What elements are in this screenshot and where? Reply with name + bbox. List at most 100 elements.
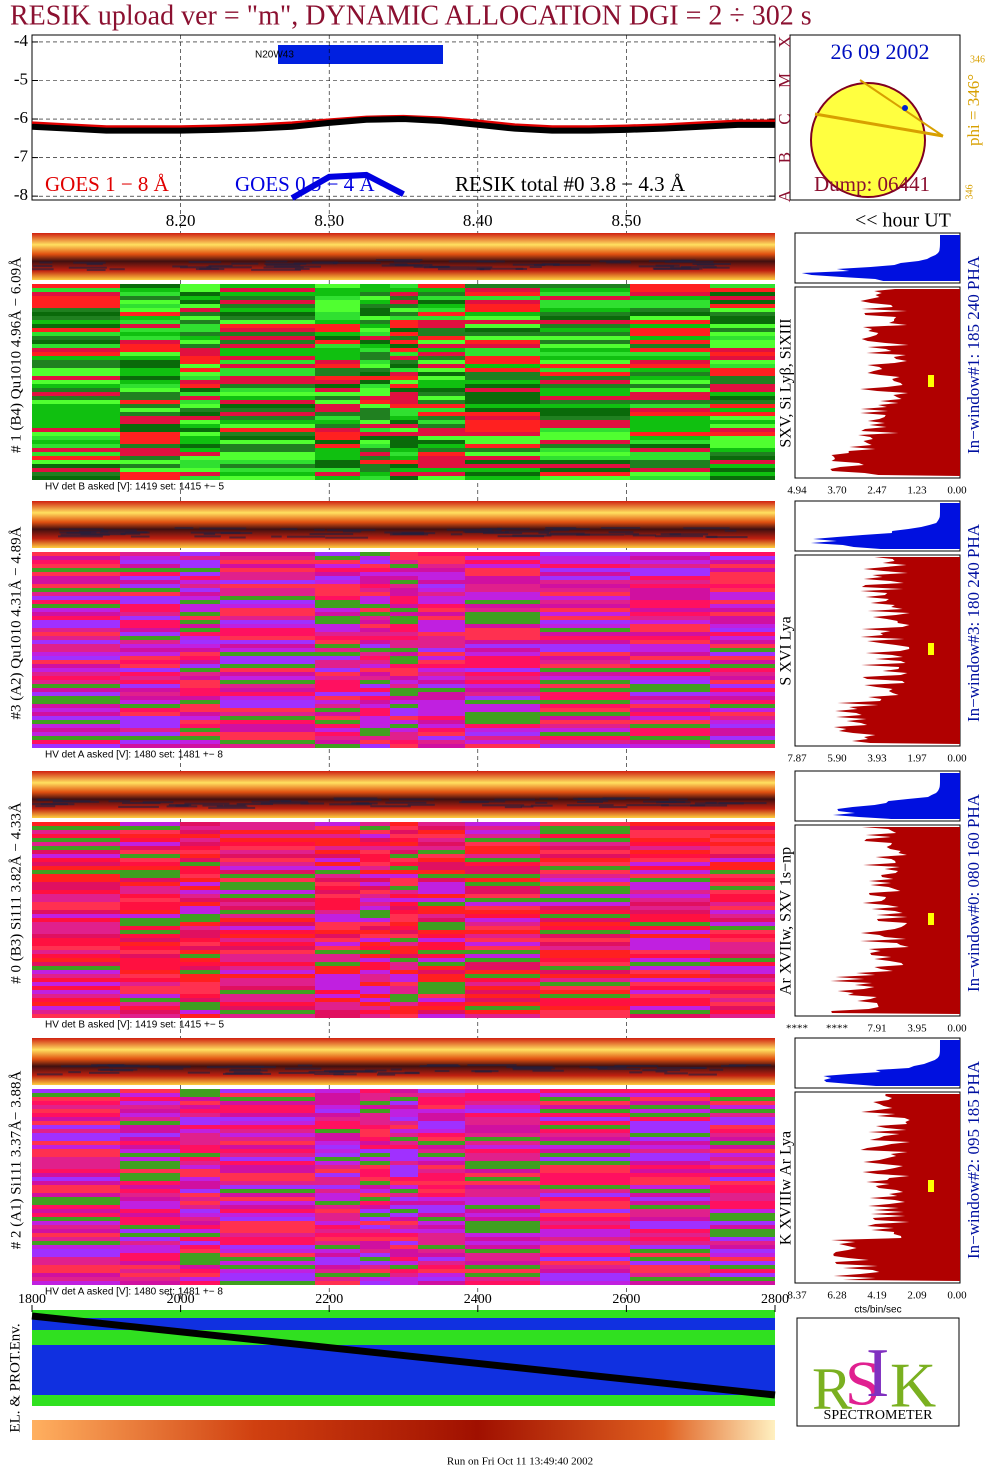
spectrogram-cell (390, 444, 418, 448)
spectrogram-cell (630, 1014, 710, 1018)
spectrogram-cell (710, 316, 775, 320)
spectrogram-cell (220, 1161, 315, 1165)
spectrogram-cell (540, 304, 630, 308)
spectrogram-cell (630, 898, 710, 902)
footer: Run on Fri Oct 11 13:49:40 2002 (447, 1456, 593, 1468)
spectrogram-cell (120, 1105, 180, 1109)
spectrogram-cell (418, 556, 465, 560)
spectrogram-cell (180, 1245, 220, 1249)
spectrogram-cell (390, 838, 418, 842)
spectrogram-cell (120, 1241, 180, 1245)
spectrogram-cell (120, 616, 180, 620)
spectrogram-cell (540, 1101, 630, 1105)
spectrogram-cell (540, 456, 630, 460)
spectrogram-cell (630, 1169, 710, 1173)
spectrogram-cell (630, 400, 710, 404)
spectrogram-cell (418, 404, 465, 408)
spectrogram-cell (360, 624, 390, 628)
spectrogram-cell (710, 416, 775, 420)
heat-noise (251, 268, 301, 271)
heat-noise (577, 801, 603, 804)
spectrogram-cell (32, 1197, 120, 1201)
spectrogram-cell (540, 356, 630, 360)
spectrogram-cell (418, 312, 465, 316)
spectrogram-cell (710, 1153, 775, 1157)
spectrogram-cell (32, 1137, 120, 1141)
heat-noise (482, 804, 525, 807)
spectrogram-cell (418, 898, 465, 902)
spectrogram-cell (418, 336, 465, 340)
spectrogram-cell (418, 696, 465, 700)
spectrogram-cell (120, 736, 180, 740)
spectrogram-cell (465, 720, 540, 724)
spectrogram-cell (465, 942, 540, 946)
heat-noise (589, 1066, 608, 1069)
spectrogram-cell (32, 580, 120, 584)
spectrogram-cell (418, 986, 465, 990)
spectrogram-cell (390, 672, 418, 676)
spectrogram-cell (32, 636, 120, 640)
spectrogram-cell (32, 412, 120, 416)
spectrogram-cell (540, 1165, 630, 1169)
spectrogram-cell (220, 942, 315, 946)
region-label: N20W43 (255, 50, 294, 61)
spectrogram-cell (220, 1213, 315, 1217)
spectrogram-cell (360, 1173, 390, 1177)
spectrogram-cell (220, 822, 315, 826)
spectrogram-cell (465, 1257, 540, 1261)
spectrogram-cell (315, 640, 360, 644)
spectrogram-cell (710, 1093, 775, 1097)
spectrogram-cell (630, 822, 710, 826)
spectrogram-cell (418, 1249, 465, 1253)
x2-tick-label: 2400 (464, 1292, 492, 1307)
spectrogram-cell (360, 312, 390, 316)
spectrogram-cell (418, 684, 465, 688)
spectrogram-cell (120, 324, 180, 328)
spectrogram-cell (390, 712, 418, 716)
spectrogram-cell (32, 914, 120, 918)
hist-tick-label: **** (786, 1023, 808, 1035)
spectrogram-cell (360, 468, 390, 472)
spectrogram-cell (630, 838, 710, 842)
spectrogram-cell (360, 332, 390, 336)
spectrogram-cell (710, 656, 775, 660)
spectrogram-cell (180, 564, 220, 568)
spectrogram-cell (418, 552, 465, 556)
spectrogram-cell (465, 1233, 540, 1237)
spectrogram-cell (418, 1097, 465, 1101)
spectrogram-cell (418, 858, 465, 862)
spectrogram-cell (465, 1109, 540, 1113)
spectrogram-cell (220, 560, 315, 564)
spectrogram-cell (390, 304, 418, 308)
spectrogram-cell (360, 476, 390, 480)
spectrogram-cell (120, 660, 180, 664)
spectrogram-cell (360, 1169, 390, 1173)
spectrogram-cell (465, 408, 540, 412)
spectrogram-cell (315, 894, 360, 898)
spectrogram-cell (465, 1169, 540, 1173)
spectrogram-cell (360, 608, 390, 612)
spectrogram-cell (32, 456, 120, 460)
spectrogram-cell (220, 372, 315, 376)
spectrogram-cell (630, 866, 710, 870)
line-ids: K XVIIIw Ar Lya (778, 1131, 795, 1245)
spectrogram-cell (630, 572, 710, 576)
spectrogram-cell (180, 1265, 220, 1269)
spectrogram-cell (710, 648, 775, 652)
spectrogram-cell (418, 1125, 465, 1129)
spectrogram-cell (315, 656, 360, 660)
heat-noise (39, 261, 53, 264)
spectrogram-cell (180, 1145, 220, 1149)
spectrogram-cell (630, 990, 710, 994)
spectrogram-cell (315, 958, 360, 962)
spectrogram-cell (710, 1265, 775, 1269)
spectrogram-cell (180, 1181, 220, 1185)
spectrogram-cell (180, 862, 220, 866)
spectrogram-cell (390, 822, 418, 826)
spectrogram-cell (180, 1014, 220, 1018)
spectrogram-cell (540, 600, 630, 604)
spectrogram-cell (390, 676, 418, 680)
spectrogram-cell (120, 552, 180, 556)
spectrogram-cell (180, 1273, 220, 1277)
spectrogram-cell (630, 894, 710, 898)
